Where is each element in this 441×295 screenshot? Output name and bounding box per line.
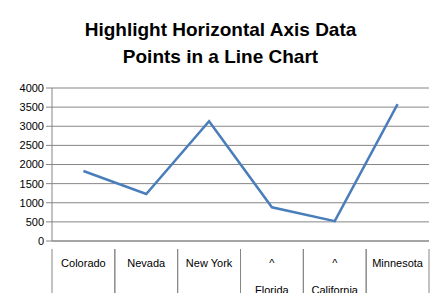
svg-text:Nevada: Nevada	[127, 257, 166, 269]
svg-text:Colorado: Colorado	[61, 257, 106, 269]
svg-text:3000: 3000	[20, 120, 44, 132]
svg-text:Florida: Florida	[255, 284, 290, 293]
svg-text:2500: 2500	[20, 139, 44, 151]
svg-text:^: ^	[269, 257, 275, 269]
svg-text:500: 500	[26, 216, 44, 228]
svg-text:California: California	[312, 284, 359, 293]
svg-text:0: 0	[38, 235, 44, 247]
svg-text:New York: New York	[186, 257, 233, 269]
svg-text:^: ^	[332, 257, 338, 269]
html-text:Highlight Horizontal Axis Data: Highlight Horizontal Axis Data Points in…	[84, 19, 357, 67]
svg-text:4000: 4000	[20, 82, 44, 94]
svg-text:1500: 1500	[20, 178, 44, 190]
svg-text:2000: 2000	[20, 158, 44, 170]
svg-text:Minnesota: Minnesota	[372, 257, 424, 269]
svg-text:3500: 3500	[20, 101, 44, 113]
svg-text:1000: 1000	[20, 197, 44, 209]
